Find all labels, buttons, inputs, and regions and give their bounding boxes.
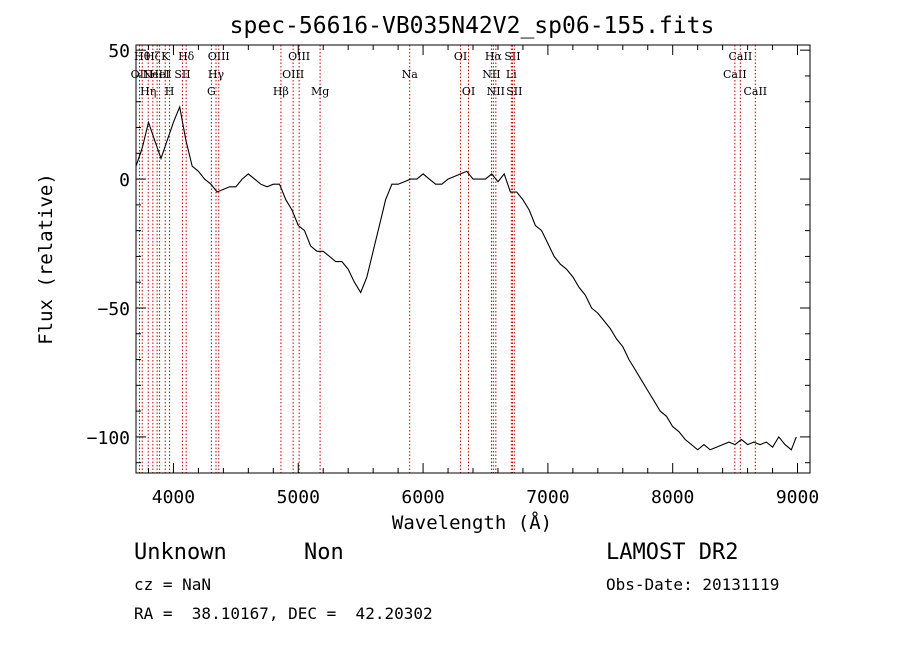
obs-date-label: Obs-Date: 20131119 [606, 575, 779, 594]
line-marker-label: OIII [288, 50, 310, 63]
line-marker-label: Hγ [208, 68, 225, 81]
line-marker-label: Hθ [134, 50, 151, 63]
subclass-label: Non [304, 540, 344, 565]
line-marker-label: SII [506, 85, 522, 98]
line-marker-label: Hη [140, 85, 156, 98]
y-axis-ticks: −100 −50 0 50 [87, 41, 810, 464]
line-marker-label: Li [506, 68, 517, 81]
line-marker-label: Hβ [273, 85, 289, 98]
line-marker-label: H [165, 85, 175, 98]
line-marker-label: NII [487, 85, 505, 98]
line-marker-label: OIII [282, 68, 304, 81]
line-marker-label: SII [174, 68, 190, 81]
line-marker-label: OI [462, 85, 475, 98]
line-marker-label: Na [402, 68, 419, 81]
plot-area [135, 104, 797, 451]
cz-label: cz = NaN [134, 575, 211, 594]
y-axis-label: Flux (relative) [35, 173, 57, 345]
line-marker-label: CaII [729, 50, 753, 63]
class-label: Unknown [134, 540, 227, 565]
line-marker-label: NII [482, 68, 500, 81]
line-marker-label: K [161, 50, 170, 63]
y-tick-label: 50 [108, 41, 130, 62]
line-marker-label: Hα [485, 50, 503, 63]
x-tick-label: 5000 [277, 487, 320, 508]
x-tick-label: 8000 [651, 487, 694, 508]
x-tick-label: 4000 [152, 487, 195, 508]
line-marker-label: OI [454, 50, 467, 63]
line-marker-label: CaII [723, 68, 747, 81]
y-tick-label: −50 [97, 299, 130, 320]
y-tick-label: 0 [119, 170, 130, 191]
line-marker-label: OIII [208, 50, 230, 63]
plot-frame [135, 44, 811, 474]
x-tick-label: 9000 [776, 487, 819, 508]
line-marker-label: Mg [311, 85, 329, 98]
line-marker-label: HeI [149, 68, 169, 81]
spectrum-series-0 [135, 104, 797, 451]
line-marker-label: G [207, 85, 216, 98]
line-marker-label: SII [504, 50, 520, 63]
survey-label: LAMOST DR2 [606, 540, 738, 565]
chart-title: spec-56616-VB035N42V2_sp06-155.fits [230, 13, 715, 39]
line-marker-label: OII [131, 68, 149, 81]
x-axis-ticks: 4000 5000 6000 7000 8000 9000 [147, 45, 819, 508]
x-tick-label: 7000 [526, 487, 569, 508]
line-marker-label: Hζ [145, 50, 161, 63]
x-tick-label: 6000 [401, 487, 444, 508]
coords-label: RA = 38.10167, DEC = 42.20302 [134, 604, 433, 623]
y-tick-label: −100 [87, 428, 130, 449]
line-marker-label: NeIII [143, 68, 172, 81]
x-axis-label: Wavelength (Å) [392, 511, 552, 534]
line-marker-label: Hδ [178, 50, 195, 63]
line-marker-label: CaII [743, 85, 767, 98]
